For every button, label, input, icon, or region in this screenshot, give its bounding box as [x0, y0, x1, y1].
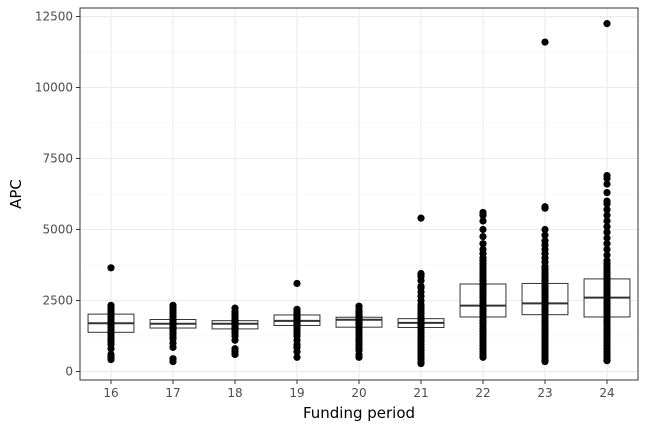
x-tick-label: 17	[165, 386, 180, 400]
y-tick-label: 12500	[35, 10, 73, 24]
y-tick-label: 5000	[42, 222, 73, 236]
data-point	[107, 264, 115, 272]
data-point	[603, 200, 611, 208]
data-point	[479, 240, 487, 248]
data-point	[603, 180, 611, 188]
data-point	[231, 336, 239, 344]
data-point	[603, 217, 611, 225]
data-point	[541, 357, 549, 366]
y-tick-label: 0	[65, 364, 73, 378]
data-point	[169, 357, 177, 366]
data-point	[541, 38, 549, 46]
y-axis: 0 2500 5000 7500 10000 12500	[35, 10, 80, 378]
x-tick-label: 20	[351, 386, 366, 400]
y-tick-label: 7500	[42, 152, 73, 166]
points-layer	[107, 20, 611, 368]
x-tick-label: 18	[227, 386, 242, 400]
data-point	[603, 188, 611, 197]
data-point	[603, 211, 611, 219]
data-point	[479, 232, 487, 241]
data-point	[417, 214, 425, 222]
data-point	[479, 217, 487, 225]
data-point	[603, 223, 611, 231]
data-point	[107, 355, 115, 364]
data-point	[417, 359, 425, 368]
x-tick-label: 22	[475, 386, 490, 400]
data-point	[603, 251, 611, 259]
data-point	[603, 174, 611, 182]
data-point	[231, 350, 239, 359]
data-point	[541, 225, 549, 234]
data-point	[417, 277, 425, 285]
x-axis: 16 17 18 19 20 21 22 23 24	[103, 380, 615, 400]
data-point	[293, 353, 301, 361]
data-point	[603, 20, 611, 28]
x-tick-label: 24	[599, 386, 614, 400]
data-point	[541, 231, 549, 239]
data-point	[479, 211, 487, 219]
y-axis-title: APC	[7, 179, 25, 209]
data-point	[603, 228, 611, 236]
x-tick-label: 21	[413, 386, 428, 400]
data-point	[293, 348, 301, 356]
x-tick-label: 16	[103, 386, 118, 400]
data-point	[355, 353, 363, 361]
y-tick-label: 10000	[35, 81, 73, 95]
x-tick-label: 19	[289, 386, 304, 400]
data-point	[479, 225, 487, 234]
data-point	[603, 234, 611, 242]
data-point	[603, 357, 611, 365]
data-point	[293, 279, 301, 288]
data-point	[541, 204, 549, 212]
data-point	[107, 345, 115, 353]
data-point	[603, 245, 611, 253]
data-point	[169, 343, 177, 351]
x-axis-title: Funding period	[303, 404, 415, 422]
data-point	[603, 240, 611, 248]
x-tick-label: 23	[537, 386, 552, 400]
data-point	[603, 206, 611, 214]
y-tick-label: 2500	[42, 293, 73, 307]
data-point	[479, 353, 487, 361]
